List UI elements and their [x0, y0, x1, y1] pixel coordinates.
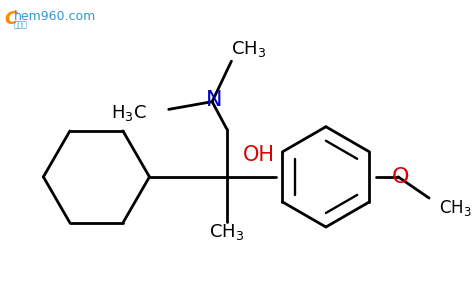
Text: O: O — [392, 167, 409, 187]
Text: CH$_3$: CH$_3$ — [231, 39, 266, 59]
Text: C: C — [5, 10, 18, 28]
Text: OH: OH — [243, 145, 275, 165]
Text: 化工网: 化工网 — [13, 21, 27, 30]
Text: CH$_3$: CH$_3$ — [209, 222, 244, 242]
Text: H$_3$C: H$_3$C — [111, 103, 146, 123]
Text: CH$_3$: CH$_3$ — [439, 198, 472, 218]
Text: hem960.com: hem960.com — [13, 10, 96, 23]
Text: N: N — [206, 90, 222, 110]
